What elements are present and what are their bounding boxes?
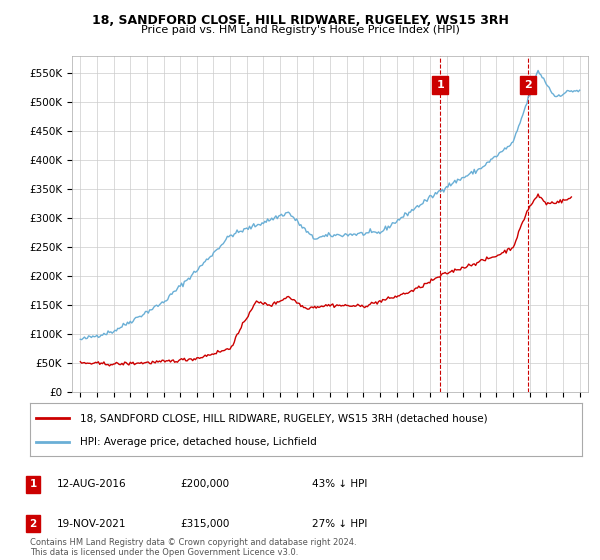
Text: 1: 1 (436, 80, 444, 90)
Text: 43% ↓ HPI: 43% ↓ HPI (312, 479, 367, 489)
Text: 19-NOV-2021: 19-NOV-2021 (57, 519, 127, 529)
Text: £200,000: £200,000 (180, 479, 229, 489)
Text: 27% ↓ HPI: 27% ↓ HPI (312, 519, 367, 529)
Text: 12-AUG-2016: 12-AUG-2016 (57, 479, 127, 489)
Text: Price paid vs. HM Land Registry's House Price Index (HPI): Price paid vs. HM Land Registry's House … (140, 25, 460, 35)
Text: 1: 1 (29, 479, 37, 489)
Text: 2: 2 (29, 519, 37, 529)
Text: 18, SANDFORD CLOSE, HILL RIDWARE, RUGELEY, WS15 3RH: 18, SANDFORD CLOSE, HILL RIDWARE, RUGELE… (92, 14, 508, 27)
Text: Contains HM Land Registry data © Crown copyright and database right 2024.
This d: Contains HM Land Registry data © Crown c… (30, 538, 356, 557)
Text: 2: 2 (524, 80, 532, 90)
Text: £315,000: £315,000 (180, 519, 229, 529)
Text: 18, SANDFORD CLOSE, HILL RIDWARE, RUGELEY, WS15 3RH (detached house): 18, SANDFORD CLOSE, HILL RIDWARE, RUGELE… (80, 413, 487, 423)
Text: HPI: Average price, detached house, Lichfield: HPI: Average price, detached house, Lich… (80, 436, 316, 446)
